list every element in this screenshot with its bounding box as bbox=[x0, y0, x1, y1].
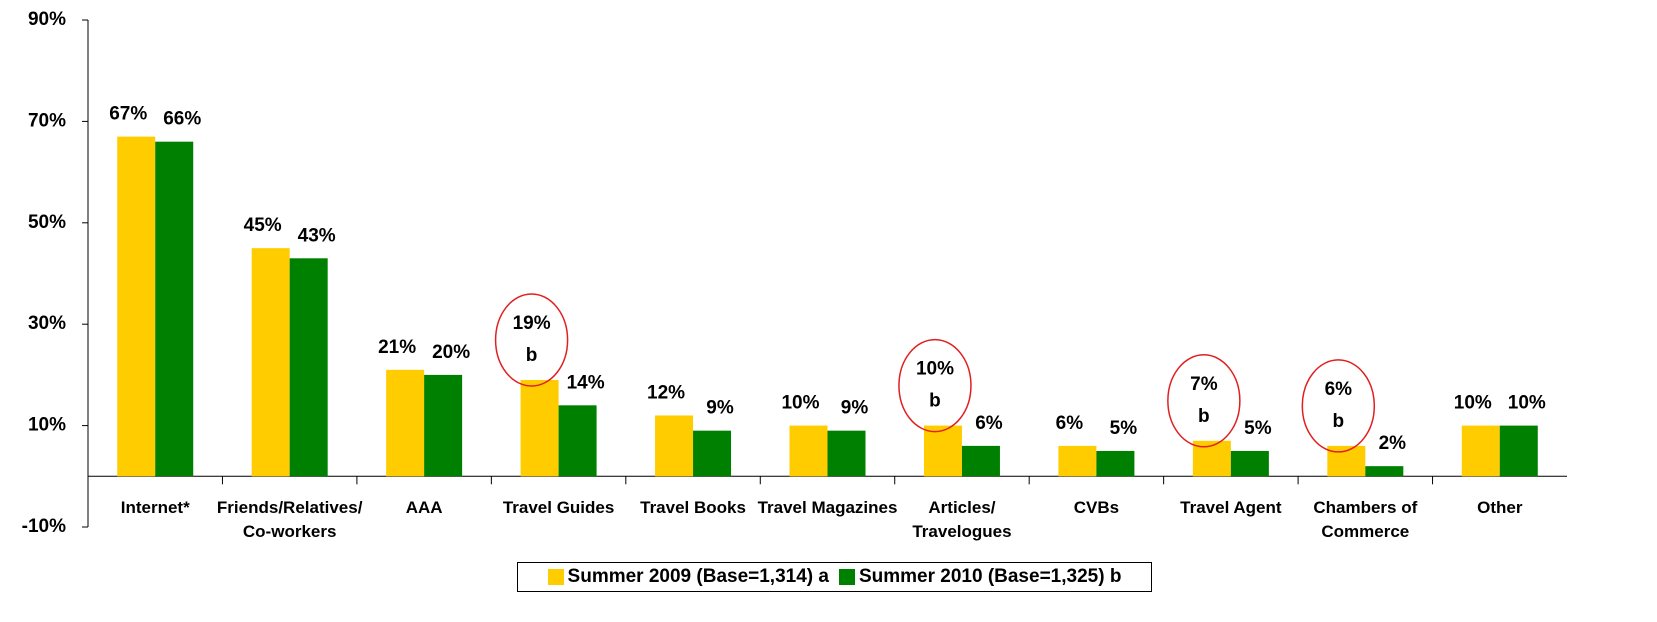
bar bbox=[1365, 466, 1404, 477]
legend: Summer 2009 (Base=1,314) a Summer 2010 (B… bbox=[517, 562, 1152, 592]
data-label: 7% bbox=[1190, 374, 1218, 395]
data-label: 43% bbox=[298, 225, 336, 246]
bar bbox=[827, 430, 866, 477]
significance-circle bbox=[1301, 359, 1376, 453]
significance-label: b bbox=[929, 391, 941, 412]
x-tick-label: Chambers of Commerce bbox=[1313, 498, 1418, 542]
bar bbox=[1499, 425, 1538, 477]
legend-swatch bbox=[838, 569, 855, 585]
data-label: 9% bbox=[841, 398, 869, 419]
data-label: 6% bbox=[1056, 413, 1084, 434]
legend-item: Summer 2009 (Base=1,314) a bbox=[547, 566, 829, 588]
data-label: 19% bbox=[513, 313, 551, 334]
data-label: 10% bbox=[781, 393, 819, 414]
y-tick-label: 10% bbox=[28, 415, 66, 436]
bar bbox=[251, 248, 290, 477]
bar bbox=[789, 425, 828, 477]
bar bbox=[923, 425, 962, 477]
bar bbox=[155, 141, 194, 477]
data-label: 9% bbox=[706, 398, 734, 419]
y-tick-label: 90% bbox=[28, 9, 66, 30]
data-label: 10% bbox=[916, 359, 954, 380]
legend-swatch bbox=[547, 569, 564, 585]
data-label: 2% bbox=[1379, 433, 1407, 454]
data-label: 10% bbox=[1508, 393, 1546, 414]
data-label: 12% bbox=[647, 382, 685, 403]
legend-item: Summer 2010 (Base=1,325) b bbox=[838, 566, 1122, 588]
x-tick-label: Other bbox=[1477, 498, 1523, 518]
legend-label: Summer 2009 (Base=1,314) a bbox=[567, 566, 829, 587]
bar bbox=[655, 415, 694, 477]
bar bbox=[424, 374, 463, 477]
x-tick-label: AAA bbox=[405, 498, 443, 518]
bar bbox=[289, 258, 328, 477]
y-tick-label: -10% bbox=[22, 516, 66, 537]
x-tick-label: Travel Books bbox=[640, 498, 746, 518]
bar bbox=[1461, 425, 1500, 477]
bar bbox=[1096, 450, 1135, 477]
y-tick-label: 50% bbox=[28, 212, 66, 233]
bar bbox=[386, 369, 425, 477]
bar bbox=[520, 379, 559, 477]
y-tick-label: 30% bbox=[28, 313, 66, 334]
bar bbox=[961, 445, 1000, 477]
x-tick-label: Internet* bbox=[120, 498, 190, 518]
significance-circle bbox=[1167, 354, 1241, 448]
bar bbox=[558, 405, 597, 477]
significance-label: b bbox=[1333, 411, 1345, 432]
significance-label: b bbox=[526, 345, 538, 366]
x-tick-label: Travel Magazines bbox=[757, 498, 898, 518]
bar bbox=[117, 136, 156, 477]
legend-label: Summer 2010 (Base=1,325) b bbox=[858, 566, 1122, 587]
bar bbox=[693, 430, 732, 477]
significance-circle bbox=[494, 293, 569, 387]
x-tick-label: Travel Agent bbox=[1180, 498, 1282, 518]
data-label: 66% bbox=[163, 109, 201, 130]
x-tick-label: Articles/ Travelogues bbox=[912, 498, 1012, 542]
bar bbox=[1230, 450, 1269, 477]
data-label: 5% bbox=[1244, 418, 1272, 439]
x-tick-label: CVBs bbox=[1073, 498, 1120, 518]
x-tick-label: Travel Guides bbox=[502, 498, 615, 518]
data-label: 6% bbox=[1325, 379, 1353, 400]
significance-circle bbox=[898, 338, 972, 433]
data-label: 45% bbox=[244, 215, 282, 236]
data-label: 5% bbox=[1110, 418, 1138, 439]
x-tick-label: Friends/Relatives/ Co-workers bbox=[216, 498, 363, 542]
data-label: 6% bbox=[975, 413, 1003, 434]
y-tick-label: 70% bbox=[28, 110, 66, 131]
data-label: 21% bbox=[378, 337, 416, 358]
significance-label: b bbox=[1198, 406, 1210, 427]
data-label: 14% bbox=[567, 372, 605, 393]
data-label: 20% bbox=[432, 342, 470, 363]
data-label: 67% bbox=[109, 104, 147, 125]
bar bbox=[1058, 445, 1097, 477]
data-label: 10% bbox=[1454, 393, 1492, 414]
